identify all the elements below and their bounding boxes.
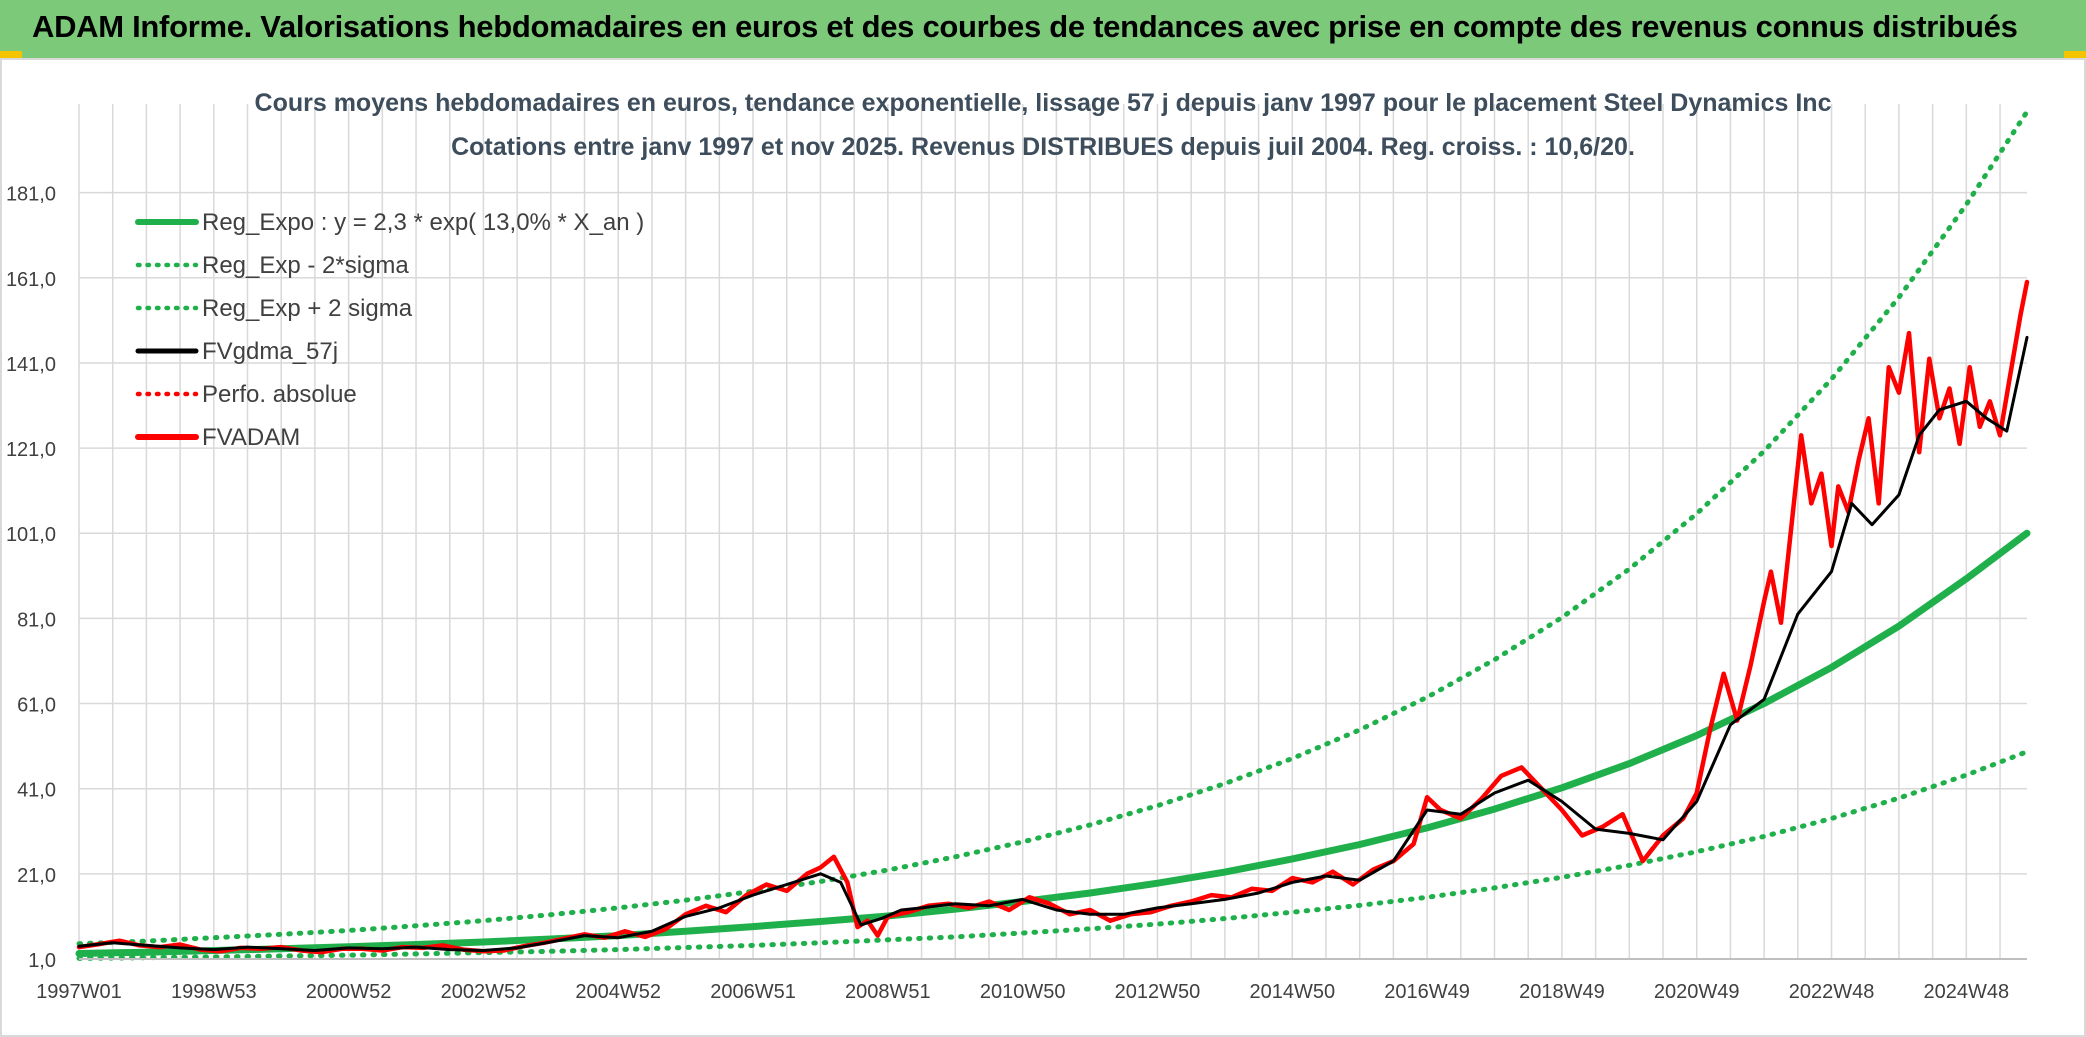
legend: Reg_Expo : y = 2,3 * exp( 13,0% * X_an )… xyxy=(135,209,644,451)
y-tick-label: 181,0 xyxy=(6,184,56,206)
axis-layer: 1,0 21,0 41,0 61,0 81,0 101,0 121,0 141,0 161,0 1… xyxy=(6,184,2027,1003)
y-tick-label: 21,0 xyxy=(17,865,56,887)
legend-label: FVgdma_57j xyxy=(202,338,338,365)
y-tick-label: 81,0 xyxy=(17,609,56,631)
series-layer xyxy=(75,109,2031,961)
x-tick-label: 1997W01 xyxy=(36,981,122,1003)
y-tick-label: 121,0 xyxy=(6,439,56,461)
chart-subtitle: Cotations entre janv 1997 et nov 2025. R… xyxy=(451,133,1635,161)
x-tick-label: 2024W48 xyxy=(1924,981,2010,1003)
x-tick-label: 2010W50 xyxy=(980,981,1066,1003)
legend-label: Reg_Expo : y = 2,3 * exp( 13,0% * X_an ) xyxy=(202,209,644,236)
series-line-3 xyxy=(77,335,2029,952)
legend-label: Reg_Exp - 2*sigma xyxy=(202,252,409,279)
title-banner: ADAM Informe. Valorisations hebdomadaire… xyxy=(0,0,2086,58)
x-tick-label: 2014W50 xyxy=(1249,981,1335,1003)
series-line-2 xyxy=(76,109,2030,947)
legend-label: Reg_Exp + 2 sigma xyxy=(202,295,413,322)
x-tick-label: 2016W49 xyxy=(1384,981,1470,1003)
x-tick-label: 2002W52 xyxy=(441,981,527,1003)
x-tick-label: 2020W49 xyxy=(1654,981,1740,1003)
x-tick-label: 2008W51 xyxy=(845,981,931,1003)
y-tick-label: 141,0 xyxy=(6,354,56,376)
legend-label: FVADAM xyxy=(202,424,300,451)
chart-title: Cours moyens hebdomadaires en euros, ten… xyxy=(255,89,1832,117)
x-tick-label: 1998W53 xyxy=(171,981,257,1003)
x-tick-label: 2012W50 xyxy=(1115,981,1201,1003)
chart-frame xyxy=(0,58,2086,1037)
series-line-5 xyxy=(76,279,2030,955)
x-tick-label: 2018W49 xyxy=(1519,981,1605,1003)
x-tick-label: 2000W52 xyxy=(306,981,392,1003)
y-tick-label: 161,0 xyxy=(6,269,56,291)
y-tick-label: 1,0 xyxy=(28,950,56,972)
y-tick-label: 41,0 xyxy=(17,780,56,802)
corner-accent-right xyxy=(2064,51,2086,58)
x-tick-label: 2004W52 xyxy=(575,981,661,1003)
x-tick-label: 2006W51 xyxy=(710,981,796,1003)
y-tick-label: 101,0 xyxy=(6,524,56,546)
grid-layer xyxy=(78,104,2027,960)
y-tick-label: 61,0 xyxy=(17,695,56,717)
corner-accent-left xyxy=(0,51,22,58)
series-line-0 xyxy=(75,529,2031,957)
page-title: ADAM Informe. Valorisations hebdomadaire… xyxy=(32,9,2018,44)
series-line-1 xyxy=(76,749,2030,961)
x-tick-label: 2022W48 xyxy=(1789,981,1875,1003)
legend-label: Perfo. absolue xyxy=(202,381,357,408)
